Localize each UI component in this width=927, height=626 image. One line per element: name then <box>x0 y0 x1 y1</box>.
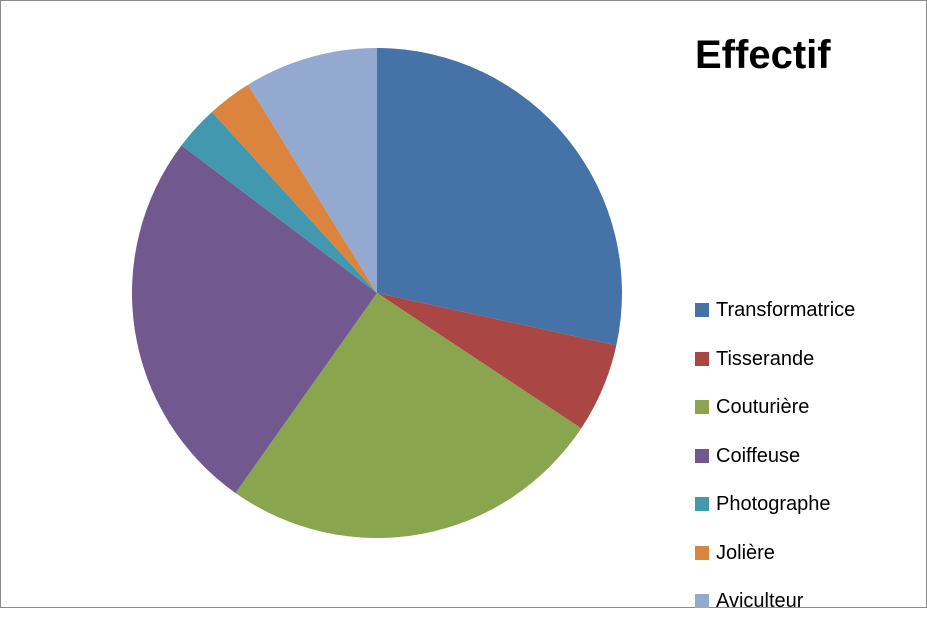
legend-item: Tisserande <box>695 335 855 384</box>
legend-swatch <box>695 545 709 560</box>
legend-item: Aviculteur <box>695 577 855 626</box>
legend-item: Jolière <box>695 529 855 578</box>
legend-swatch <box>695 594 709 609</box>
legend: Transformatrice Tisserande Couturière Coiff… <box>695 286 855 626</box>
pie-slice-tisserande <box>377 293 617 429</box>
pie-slice-aviculteur <box>248 48 377 293</box>
legend-label: Coiffeuse <box>716 444 801 467</box>
pie-chart <box>132 48 623 538</box>
legend-swatch <box>695 303 709 318</box>
pie-slice-transformatrice <box>377 48 623 346</box>
chart-area: Effectif Transformatrice Tisserande Coutur… <box>0 0 927 612</box>
legend-swatch <box>695 400 709 415</box>
legend-swatch <box>695 497 709 512</box>
legend-label: Photographe <box>716 493 831 516</box>
legend-swatch <box>695 351 709 366</box>
pie-slice-photographe <box>181 111 377 293</box>
legend-label: Tisserande <box>716 347 815 370</box>
pie-slice-coiffeuse <box>132 145 377 493</box>
legend-item: Coiffeuse <box>695 432 855 481</box>
legend-label: Aviculteur <box>716 590 804 613</box>
legend-label: Couturière <box>716 396 810 419</box>
pie-slice-couturiere <box>235 293 582 538</box>
legend-item: Transformatrice <box>695 286 855 335</box>
pie-slice-joliere <box>211 84 377 293</box>
chart-title: Effectif <box>695 33 831 77</box>
legend-swatch <box>695 448 709 463</box>
legend-label: Jolière <box>716 541 775 564</box>
legend-item: Photographe <box>695 480 855 529</box>
legend-label: Transformatrice <box>716 299 856 322</box>
legend-item: Couturière <box>695 383 855 432</box>
